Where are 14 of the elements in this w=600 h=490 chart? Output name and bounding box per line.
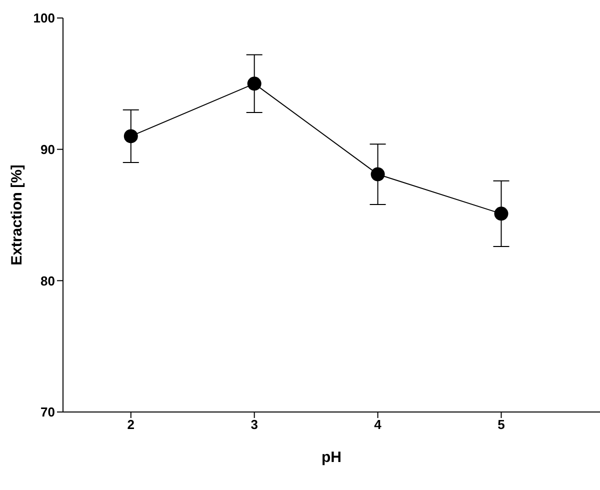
y-tick-label: 70 bbox=[40, 404, 55, 420]
x-axis-title: pH bbox=[322, 449, 342, 466]
y-tick-label: 90 bbox=[40, 142, 55, 157]
point bbox=[494, 206, 508, 221]
x-tick-label: 2 bbox=[127, 417, 135, 432]
x-tick-label: 5 bbox=[498, 417, 505, 432]
point bbox=[124, 129, 138, 144]
y-tick-label: 80 bbox=[40, 273, 55, 288]
point bbox=[370, 167, 385, 182]
point bbox=[247, 76, 262, 91]
y-axis-title: Extraction [%] bbox=[8, 164, 26, 266]
y-tick-label: 100 bbox=[33, 10, 55, 26]
x-tick-label: 3 bbox=[250, 417, 258, 432]
x-tick-label: 4 bbox=[374, 417, 382, 432]
